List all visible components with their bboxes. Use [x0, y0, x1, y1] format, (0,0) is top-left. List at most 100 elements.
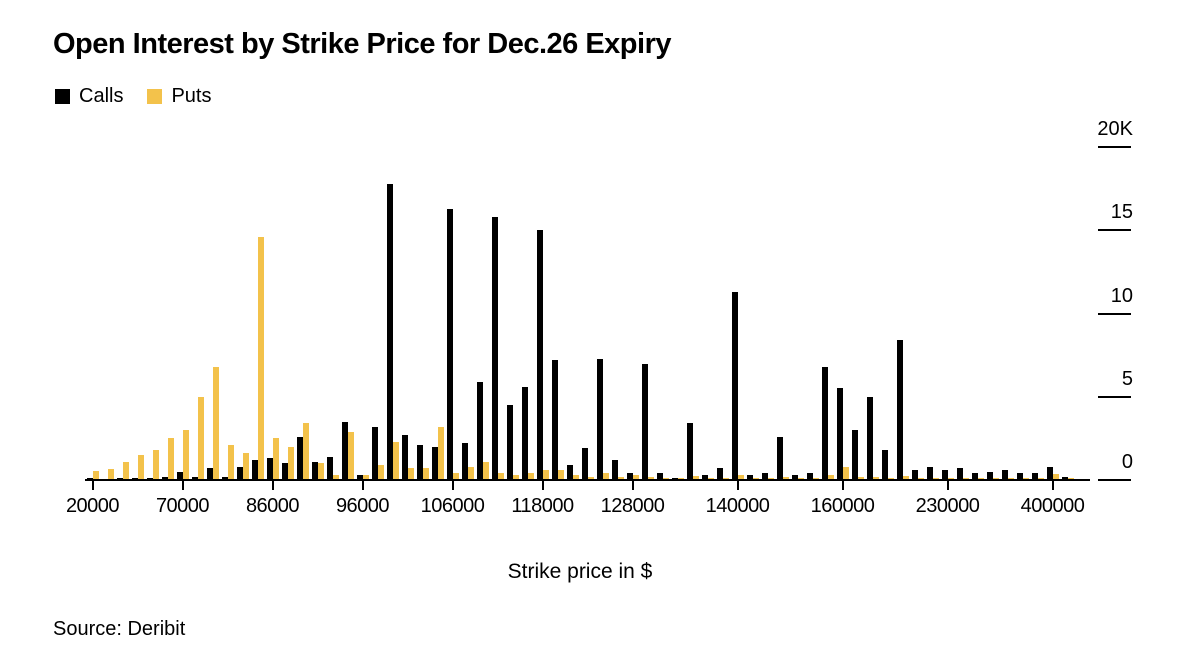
put-bar-92000: [317, 463, 324, 480]
call-bar-260000: [986, 471, 993, 480]
source-note: Source: Deribit: [53, 618, 186, 640]
category-slot-120000: [550, 110, 565, 480]
category-slot-210000: [910, 110, 925, 480]
x-tick-label-20000: 20000: [65, 495, 120, 517]
x-tick-label-140000: 140000: [705, 495, 770, 517]
call-bar-88000: [281, 463, 288, 480]
category-slot-150000: [805, 110, 820, 480]
category-slot-145000: [775, 110, 790, 480]
category-slot-88000: [280, 110, 295, 480]
x-tick-label-70000: 70000: [155, 495, 210, 517]
category-slot-100000: [385, 110, 400, 480]
put-bar-138000: [722, 477, 729, 480]
x-tick-label-160000: 160000: [810, 495, 875, 517]
category-slot-70000: 70000: [156, 110, 210, 517]
put-bar-78000: [212, 366, 219, 480]
call-bar-280000: [1001, 470, 1008, 480]
put-bar-40000: [137, 455, 144, 480]
y-tick-dash-15: [1098, 229, 1131, 232]
put-bar-126000: [617, 476, 624, 480]
category-slot-126000: [610, 110, 625, 480]
category-slot-20000: 20000: [66, 110, 120, 517]
put-bar-96000: [362, 475, 369, 480]
call-bar-220000: [926, 466, 933, 480]
category-slot-112000: [490, 110, 505, 480]
put-bar-200000: [902, 475, 909, 480]
x-tick-96000: [361, 481, 364, 490]
put-bar-94000: [332, 475, 339, 480]
calls-label: Calls: [79, 85, 124, 107]
put-bar-116000: [527, 473, 534, 480]
put-bar-20000: [92, 470, 99, 480]
put-bar-25000: [107, 469, 114, 480]
put-bar-125000: [602, 473, 609, 480]
call-bar-92000: [311, 461, 318, 480]
category-slot-300000: [1015, 110, 1030, 480]
category-slot-50000: [145, 110, 160, 480]
category-slot-30000: [115, 110, 130, 480]
category-slot-78000: [205, 110, 220, 480]
call-bar-126000: [611, 460, 618, 480]
call-bar-138000: [716, 468, 723, 480]
put-bar-106000: [452, 473, 459, 480]
call-bar-90000: [296, 436, 303, 480]
call-bar-110000: [476, 381, 483, 480]
put-bar-112000: [497, 473, 504, 480]
call-bar-170000: [866, 396, 873, 480]
category-slot-144000: [760, 110, 775, 480]
put-bar-90000: [302, 423, 309, 480]
x-tick-label-86000: 86000: [245, 495, 300, 517]
x-tick-label-128000: 128000: [600, 495, 665, 517]
put-bar-108000: [467, 466, 474, 480]
call-bar-250000: [971, 473, 978, 480]
call-bar-125000: [596, 358, 603, 480]
legend-item-puts: Puts: [147, 85, 211, 108]
call-bar-106000: [446, 208, 453, 480]
call-bar-155000: [821, 366, 828, 480]
call-bar-86000: [266, 458, 273, 480]
put-bar-60000: [167, 438, 174, 480]
x-tick-label-230000: 230000: [915, 495, 980, 517]
puts-label: Puts: [171, 85, 212, 107]
x-axis-line: [85, 479, 1090, 481]
put-bar-85000: [257, 236, 264, 480]
put-bar-124000: [587, 476, 594, 480]
category-slot-114000: [505, 110, 520, 480]
put-bar-170000: [872, 476, 879, 480]
call-bar-118000: [536, 230, 543, 480]
call-bar-96000: [356, 475, 363, 480]
x-tick-label-400000: 400000: [1020, 495, 1085, 517]
call-bar-160000: [836, 388, 843, 480]
category-slot-80000: [220, 110, 235, 480]
x-tick-label-106000: 106000: [420, 495, 485, 517]
category-slot-165000: [850, 110, 865, 480]
category-slot-90000: [295, 110, 310, 480]
category-slot-200000: [895, 110, 910, 480]
category-slot-98000: [370, 110, 385, 480]
y-tick-dash-20K: [1098, 146, 1131, 148]
y-tick-label-10: 10: [1110, 284, 1133, 307]
category-slot-250000: [970, 110, 985, 480]
call-bar-98000: [371, 426, 378, 480]
put-bar-150000: [812, 477, 819, 480]
category-slot-180000: [880, 110, 895, 480]
call-bar-70000: [176, 471, 183, 480]
call-bar-165000: [851, 430, 858, 480]
call-bar-102000: [401, 435, 408, 480]
put-bar-180000: [887, 477, 894, 480]
x-tick-230000: [946, 481, 949, 490]
call-bar-300000: [1016, 473, 1023, 480]
call-bar-105000: [431, 446, 438, 480]
call-bar-240000: [956, 468, 963, 480]
put-bar-230000: [947, 477, 954, 480]
call-bar-108000: [461, 443, 468, 480]
y-tick-label-0: 0: [1121, 451, 1133, 473]
call-bar-50000: [146, 477, 153, 480]
category-slot-140000: 140000: [706, 110, 770, 517]
call-bar-132000: [656, 473, 663, 480]
call-bar-200000: [896, 340, 903, 480]
x-tick-118000: [541, 481, 544, 490]
put-bar-128000: [632, 475, 639, 480]
y-tick-label-15: 15: [1110, 201, 1133, 224]
